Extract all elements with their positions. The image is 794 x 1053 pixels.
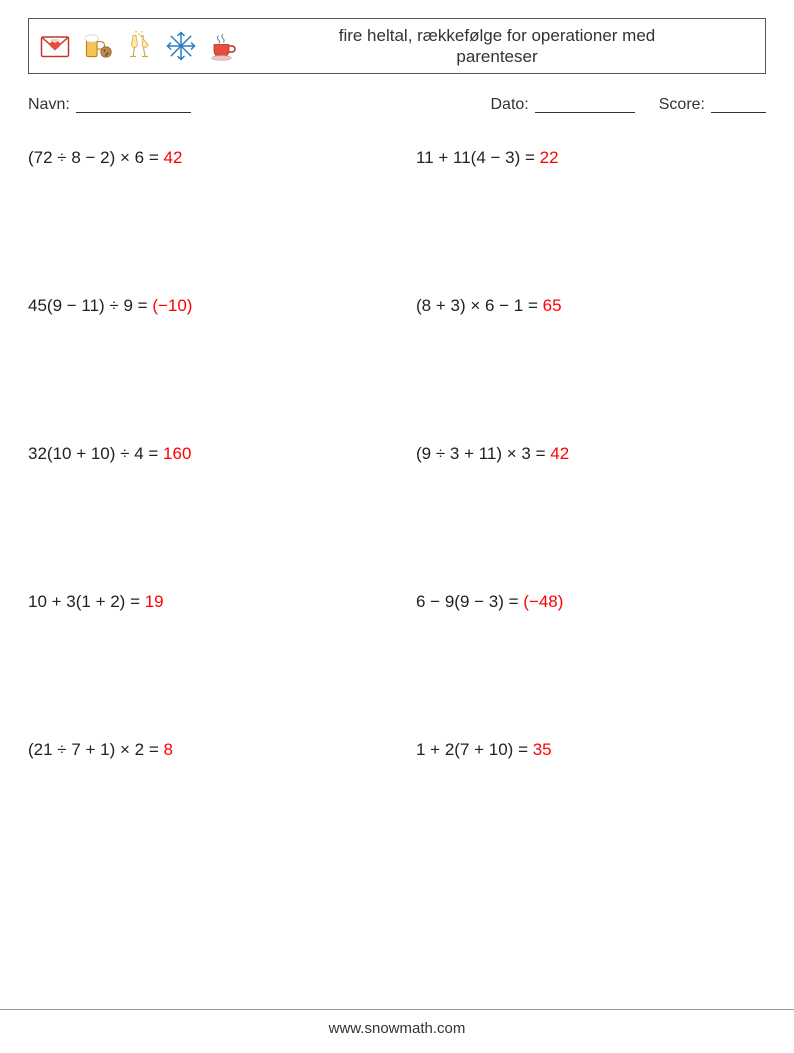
problem-answer: (−48) [523,592,563,611]
title-line-2: parenteser [241,46,753,67]
problem-expression: (72 ÷ 8 − 2) × 6 = [28,148,164,167]
problem-answer: (−10) [152,296,192,315]
problem-expression: 45(9 − 11) ÷ 9 = [28,296,152,315]
problem-expression: 11 + 11(4 − 3) = [416,148,540,167]
problems-grid: (72 ÷ 8 − 2) × 6 = 42 11 + 11(4 − 3) = 2… [28,148,766,760]
problem-answer: 160 [163,444,191,463]
champagne-icon [121,28,157,64]
footer: www.snowmath.com [0,1009,794,1037]
problem-item: (21 ÷ 7 + 1) × 2 = 8 [28,740,378,760]
problem-expression: 1 + 2(7 + 10) = [416,740,533,759]
problem-expression: 10 + 3(1 + 2) = [28,592,145,611]
header-box: miss [28,18,766,74]
problem-item: 6 − 9(9 − 3) = (−48) [416,592,766,612]
problem-answer: 19 [145,592,164,611]
worksheet-title: fire heltal, rækkefølge for operationer … [241,25,765,68]
snowflake-icon [163,28,199,64]
problem-item: (8 + 3) × 6 − 1 = 65 [416,296,766,316]
problem-answer: 22 [540,148,559,167]
title-line-1: fire heltal, rækkefølge for operationer … [339,26,656,45]
meta-row: Navn: Dato: Score: [28,96,766,114]
problem-answer: 65 [543,296,562,315]
problem-expression: 6 − 9(9 − 3) = [416,592,523,611]
score-label: Score: [659,96,705,114]
worksheet-page: miss [0,0,794,1053]
beer-cookie-icon [79,28,115,64]
problem-answer: 35 [533,740,552,759]
name-label: Navn: [28,96,70,114]
problem-answer: 42 [550,444,569,463]
problem-answer: 8 [164,740,173,759]
hot-drink-icon [205,28,241,64]
problem-item: 10 + 3(1 + 2) = 19 [28,592,378,612]
problem-expression: (21 ÷ 7 + 1) × 2 = [28,740,164,759]
mail-heart-icon: miss [37,28,73,64]
problem-item: (9 ÷ 3 + 11) × 3 = 42 [416,444,766,464]
date-label: Dato: [491,96,529,114]
date-blank[interactable] [535,97,635,113]
score-blank[interactable] [711,97,766,113]
problem-answer: 42 [164,148,183,167]
problem-item: 45(9 − 11) ÷ 9 = (−10) [28,296,378,316]
name-field: Navn: [28,96,191,114]
date-score-field: Dato: Score: [491,96,767,114]
problem-item: 32(10 + 10) ÷ 4 = 160 [28,444,378,464]
problem-expression: (8 + 3) × 6 − 1 = [416,296,543,315]
svg-text:miss: miss [51,39,59,43]
header-icons: miss [29,28,241,64]
problem-item: 11 + 11(4 − 3) = 22 [416,148,766,168]
problem-item: (72 ÷ 8 − 2) × 6 = 42 [28,148,378,168]
problem-expression: (9 ÷ 3 + 11) × 3 = [416,444,550,463]
name-blank[interactable] [76,97,191,113]
problem-item: 1 + 2(7 + 10) = 35 [416,740,766,760]
problem-expression: 32(10 + 10) ÷ 4 = [28,444,163,463]
footer-text: www.snowmath.com [329,1020,466,1037]
